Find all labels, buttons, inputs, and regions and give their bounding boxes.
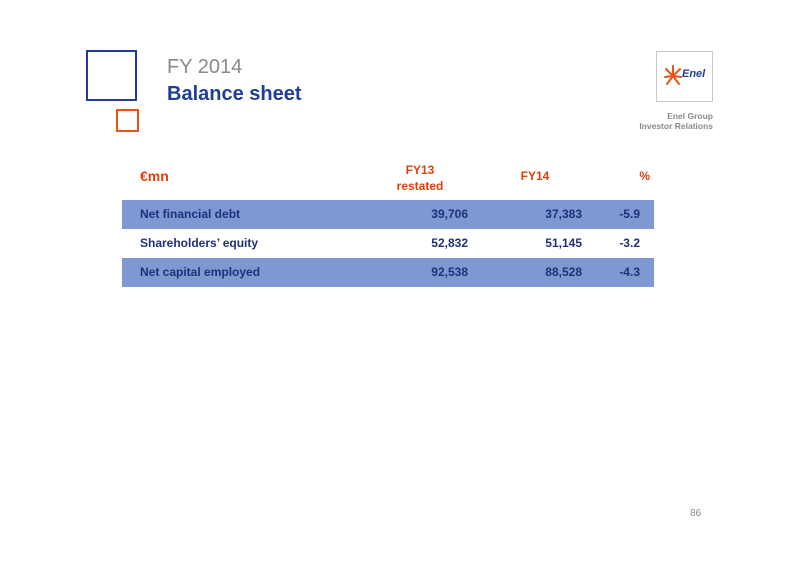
row-fy13-value: 52,832 (431, 236, 468, 250)
row-fy14-value: 88,528 (545, 265, 582, 279)
row-fy13-value: 92,538 (431, 265, 468, 279)
group-label-line1: Enel Group (667, 111, 713, 121)
slide-subtitle-year: FY 2014 (167, 56, 243, 78)
row-pct-value: -3.2 (619, 236, 640, 250)
page-number: 86 (690, 508, 702, 519)
column-header-fy13-line1: FY13 (405, 163, 435, 177)
row-pct-value: -4.3 (619, 265, 640, 279)
row-pct-value: -5.9 (619, 207, 640, 221)
row-label: Shareholders’ equity (140, 236, 259, 250)
enel-sun-icon (664, 65, 682, 85)
column-header-fy14: FY14 (520, 169, 550, 183)
balance-sheet-table: Net financial debt 39,706 37,383 -5.9 Sh… (122, 200, 654, 287)
row-fy14-value: 37,383 (545, 207, 582, 221)
row-label: Net capital employed (140, 265, 261, 279)
logo-text: Enel (682, 68, 706, 80)
group-label: Enel Group Investor Relations (639, 111, 713, 131)
row-label: Net financial debt (140, 207, 241, 221)
table-row: Net capital employed 92,538 88,528 -4.3 (122, 258, 654, 287)
row-fy14-value: 51,145 (545, 236, 582, 250)
decorative-orange-square (116, 109, 139, 132)
enel-logo: Enel (656, 51, 713, 102)
table-row: Net financial debt 39,706 37,383 -5.9 (122, 200, 654, 229)
table-row: Shareholders’ equity 52,832 51,145 -3.2 (122, 229, 654, 258)
row-fy13-value: 39,706 (431, 207, 468, 221)
group-label-line2: Investor Relations (639, 121, 713, 131)
column-header-fy13: FY13 restated (380, 162, 460, 194)
decorative-blue-square (86, 50, 137, 101)
column-header-pct: % (639, 169, 650, 183)
column-header-fy13-line2: restated (396, 179, 444, 193)
unit-header: €mn (140, 168, 169, 184)
slide-title: Balance sheet (167, 83, 302, 105)
